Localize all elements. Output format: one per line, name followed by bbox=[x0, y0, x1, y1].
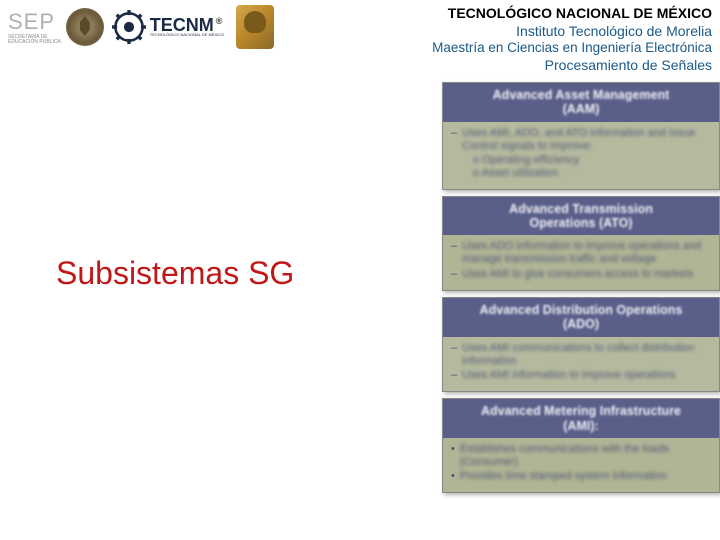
box-ato-body: –Uses ADO information to improve operati… bbox=[443, 235, 719, 290]
tecnm-logo: TECNM® TECNOLÓGICO NACIONAL DE MÉXICO bbox=[112, 10, 225, 44]
header-line-3: Maestría en Ciencias en Ingeniería Elect… bbox=[274, 40, 712, 57]
sep-sub2: EDUCACIÓN PÚBLICA bbox=[8, 40, 61, 45]
sep-label: SEP bbox=[8, 9, 61, 35]
page-header: SEP SECRETARÍA DE EDUCACIÓN PÚBLICA bbox=[0, 0, 720, 75]
box-ado-header: Advanced Distribution Operations (ADO) bbox=[443, 298, 719, 337]
sep-logo: SEP SECRETARÍA DE EDUCACIÓN PÚBLICA bbox=[8, 8, 104, 46]
box-ado: Advanced Distribution Operations (ADO) –… bbox=[442, 297, 720, 392]
header-line-4: Procesamiento de Señales bbox=[274, 57, 712, 75]
header-text-block: TECNOLÓGICO NACIONAL DE MÉXICO Instituto… bbox=[274, 5, 712, 74]
header-line-2: Instituto Tecnológico de Morelia bbox=[274, 23, 712, 41]
tecnm-sublabel: TECNOLÓGICO NACIONAL DE MÉXICO bbox=[150, 33, 225, 37]
box-aam-body: –Uses AMI, ADO, and ATO information and … bbox=[443, 122, 719, 189]
mexico-seal-icon bbox=[66, 8, 104, 46]
slide-title: Subsistemas SG bbox=[56, 255, 294, 292]
box-ami-body: •Establishes communications with the loa… bbox=[443, 438, 719, 493]
box-aam: Advanced Asset Management (AAM) –Uses AM… bbox=[442, 82, 720, 190]
subsystem-boxes: Advanced Asset Management (AAM) –Uses AM… bbox=[442, 82, 720, 493]
box-ato-header: Advanced Transmission Operations (ATO) bbox=[443, 197, 719, 236]
box-ami: Advanced Metering Infrastructure (AMI): … bbox=[442, 398, 720, 493]
box-aam-header: Advanced Asset Management (AAM) bbox=[443, 83, 719, 122]
gear-icon bbox=[112, 10, 146, 44]
institute-emblem-icon bbox=[236, 5, 274, 49]
box-ato: Advanced Transmission Operations (ATO) –… bbox=[442, 196, 720, 291]
box-ado-body: –Uses AMI communications to collect dist… bbox=[443, 337, 719, 392]
header-line-1: TECNOLÓGICO NACIONAL DE MÉXICO bbox=[274, 5, 712, 23]
logo-row: SEP SECRETARÍA DE EDUCACIÓN PÚBLICA bbox=[8, 5, 274, 49]
box-ami-header: Advanced Metering Infrastructure (AMI): bbox=[443, 399, 719, 438]
registered-mark: ® bbox=[216, 16, 223, 26]
